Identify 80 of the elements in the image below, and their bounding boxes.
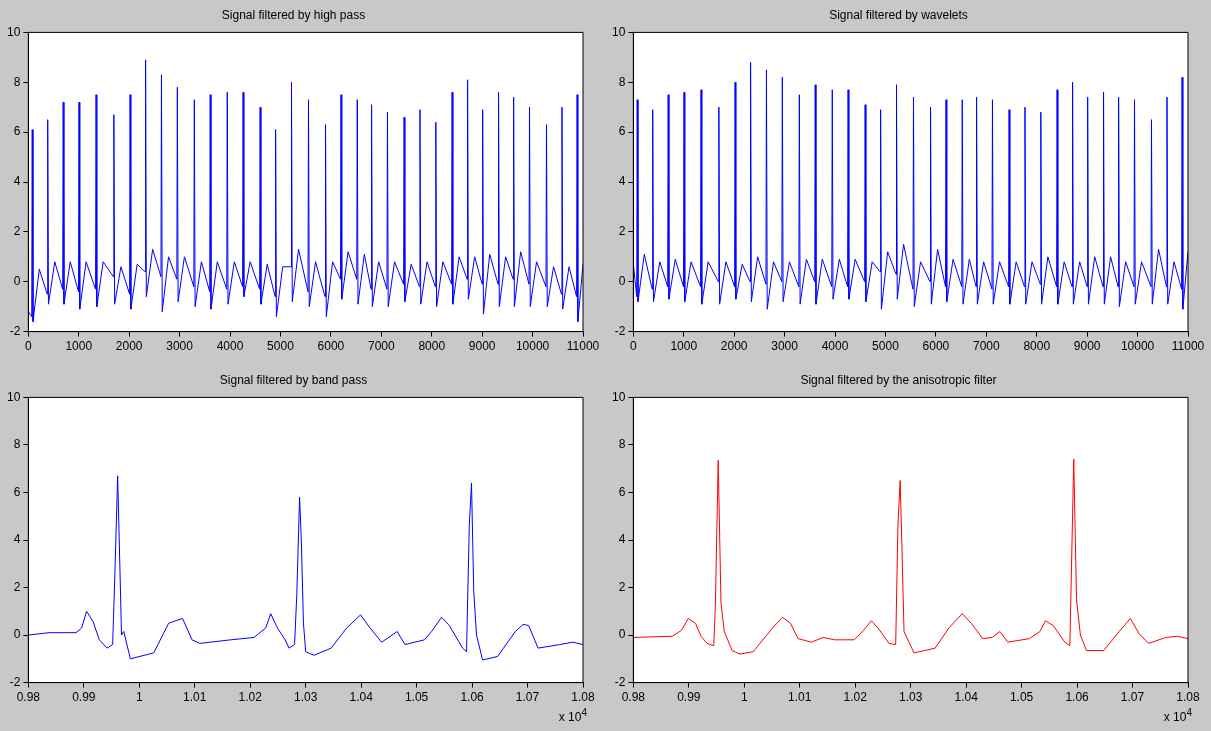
x-tick-label: 1.07 [1120, 690, 1145, 705]
y-tick-label: 0 [13, 274, 21, 289]
x-tick-label: 1 [740, 690, 748, 705]
x-tick-label: 8000 [418, 339, 446, 354]
x-tick-label: 10000 [1120, 339, 1155, 354]
y-tick-label: 8 [618, 437, 626, 452]
x-tick-label: 5000 [872, 339, 900, 354]
x-tick-label: 1.06 [460, 690, 485, 705]
x-tick-label: 2000 [115, 339, 143, 354]
y-tick-label: 6 [13, 124, 21, 139]
y-tick-label: 0 [13, 627, 21, 642]
x-tick-label: 3000 [771, 339, 799, 354]
y-tick-label: 2 [13, 579, 21, 594]
y-tick-label: 8 [618, 74, 626, 89]
y-tick-label: 10 [6, 24, 21, 39]
y-tick-label: 2 [13, 224, 21, 239]
x-tick-label: 1000 [670, 339, 698, 354]
chart-title: Signal filtered by the anisotropic filter [800, 372, 997, 387]
x-tick-label: 1.01 [788, 690, 812, 705]
x-tick-label: 9000 [1073, 339, 1101, 354]
x-tick-label: 0.99 [677, 690, 701, 705]
x-tick-label: 4000 [821, 339, 849, 354]
x-tick-label: 11000 [1171, 339, 1205, 354]
x-tick-label: 1 [135, 690, 143, 705]
x-tick-label: 0.98 [16, 690, 41, 705]
x-tick-label: 0 [630, 339, 637, 354]
x-tick-label: 6000 [922, 339, 950, 354]
y-tick-label: 8 [13, 74, 21, 89]
y-tick-label: 10 [611, 24, 626, 39]
y-tick-label: 6 [13, 484, 21, 499]
x-tick-label: 1.08 [571, 690, 595, 705]
chart-title: Signal filtered by high pass [221, 7, 366, 22]
x-tick-label: 1.05 [1009, 690, 1034, 705]
x-tick-label: 1.03 [898, 690, 923, 705]
y-tick-label: 10 [611, 389, 626, 404]
x-tick-label: 8000 [1023, 339, 1051, 354]
text: x 10$^{4}$ [1163, 707, 1192, 724]
x-tick-label: 4000 [216, 339, 244, 354]
y-tick-label: 4 [13, 532, 21, 547]
x-tick-label: 7000 [367, 339, 395, 354]
x-tick-label: 1.04 [349, 690, 374, 705]
x-tick-label: 1000 [65, 339, 93, 354]
y-tick-label: 8 [13, 437, 21, 452]
x-tick-label: 9000 [468, 339, 496, 354]
y-tick-label: 4 [618, 174, 626, 189]
x-tick-label: 1.05 [404, 690, 429, 705]
y-tick-label: 10 [6, 389, 21, 404]
x-tick-label: 1.06 [1065, 690, 1090, 705]
x-tick-label: 1.08 [1176, 690, 1200, 705]
x-tick-label: 1.07 [515, 690, 540, 705]
x-tick-label: 5000 [267, 339, 295, 354]
y-tick-label: 0 [618, 274, 626, 289]
chart-title: Signal filtered by band pass [219, 372, 368, 387]
x-tick-label: 6000 [317, 339, 345, 354]
x-tick-label: 1.03 [293, 690, 318, 705]
x-tick-label: 7000 [972, 339, 1000, 354]
x-tick-label: 0.98 [621, 690, 646, 705]
y-tick-label: 6 [618, 484, 626, 499]
y-tick-label: 4 [618, 532, 626, 547]
y-tick-label: 2 [618, 579, 626, 594]
x-tick-label: 10000 [515, 339, 550, 354]
text: x 10$^{4}$ [558, 707, 587, 724]
y-tick-label: 0 [618, 627, 626, 642]
y-tick-label: 2 [618, 224, 626, 239]
y-tick-label: 4 [13, 174, 21, 189]
x-tick-label: 1.01 [183, 690, 207, 705]
y-tick-label: -2 [9, 674, 21, 689]
x-tick-label: 0.99 [72, 690, 96, 705]
chart-title: Signal filtered by wavelets [829, 7, 968, 22]
x-tick-label: 1.02 [843, 690, 868, 705]
y-tick-label: -2 [614, 323, 626, 338]
y-tick-label: -2 [9, 323, 21, 338]
x-tick-label: 1.04 [954, 690, 979, 705]
y-tick-label: -2 [614, 674, 626, 689]
x-tick-label: 0 [25, 339, 32, 354]
y-tick-label: 6 [618, 124, 626, 139]
x-tick-label: 2000 [720, 339, 748, 354]
x-tick-label: 3000 [166, 339, 194, 354]
x-tick-label: 1.02 [238, 690, 263, 705]
x-tick-label: 11000 [566, 339, 600, 354]
